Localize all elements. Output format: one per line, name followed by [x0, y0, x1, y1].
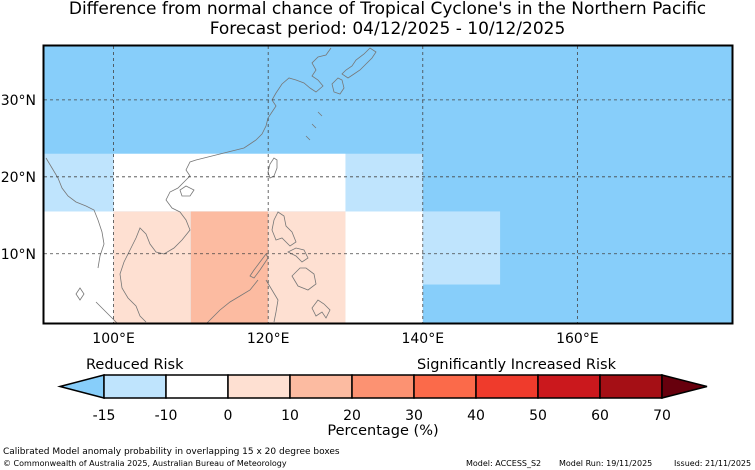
probability-cells: [44, 46, 732, 323]
colorbar-tick-labels: -15 -10 0 10 20 30 40 50 60 70: [93, 408, 671, 424]
probability-cell-4: [190, 211, 269, 323]
probability-cell-3: [113, 211, 191, 323]
ryukyu-islands: [305, 111, 323, 141]
lat-label-10: 10°N: [1, 247, 36, 263]
forecast-period: Forecast period: 04/12/2025 - 10/12/2025: [209, 19, 566, 39]
colorbar-segment-3: [289, 374, 353, 399]
graticule: [44, 46, 732, 323]
colorbar-extend-high: [661, 374, 708, 399]
probability-cell-5: [268, 211, 346, 323]
reduced-risk-label: Reduced Risk: [86, 357, 184, 373]
lat-label-20: 20°N: [1, 170, 36, 186]
longitude-tick-labels: 100°E 120°E 140°E 160°E: [92, 331, 598, 347]
probability-cell-0: [44, 153, 114, 212]
footer-model: Model: ACCESS_S2: [466, 459, 542, 468]
colorbar-segment-0: [103, 374, 167, 399]
japan-coastline: [341, 47, 377, 79]
latitude-tick-labels: 10°N 20°N 30°N: [1, 93, 36, 263]
colorbar-tick-7: 50: [529, 408, 547, 424]
increased-risk-label: Significantly Increased Risk: [417, 357, 616, 373]
colorbar-tick-6: 40: [467, 408, 485, 424]
andaman-coastline: [75, 287, 85, 301]
myanmar-coastline: [45, 157, 105, 269]
probability-cell-1: [44, 211, 114, 323]
colorbar-tick-4: 20: [343, 408, 361, 424]
colorbar-label: Percentage (%): [327, 423, 438, 439]
sulawesi-coastline: [311, 299, 331, 319]
probability-cell-8: [422, 211, 501, 285]
colorbar-segment-5: [413, 374, 477, 399]
palawan-coastline: [249, 253, 269, 279]
map-title: Difference from normal chance of Tropica…: [68, 0, 707, 19]
lon-label-140: 140°E: [401, 331, 444, 347]
lon-label-100: 100°E: [92, 331, 135, 347]
visayas-coastline: [287, 247, 309, 263]
probability-cell-6: [345, 153, 423, 212]
colorbar-tick-1: -10: [155, 408, 178, 424]
colorbar-segment-1: [165, 374, 229, 399]
footer-issued: Issued: 21/11/2025: [674, 459, 752, 468]
colorbar-tick-9: 70: [653, 408, 671, 424]
footer-model-run: Model Run: 19/11/2025: [559, 459, 653, 468]
asia-coastline: [119, 47, 332, 323]
borneo-coastline: [205, 279, 279, 325]
colorbar-tick-3: 10: [281, 408, 299, 424]
colorbar-tick-8: 60: [591, 408, 609, 424]
lon-label-160: 160°E: [556, 331, 599, 347]
luzon-coastline: [271, 211, 297, 247]
colorbar-tick-2: 0: [224, 408, 233, 424]
footer-copyright: © Commonwealth of Australia 2025, Austra…: [3, 459, 287, 468]
lon-label-120: 120°E: [247, 331, 290, 347]
map-frame: [42, 44, 734, 325]
lat-label-30: 30°N: [1, 93, 36, 109]
colorbar-segment-7: [537, 374, 601, 399]
colorbar-tick-5: 30: [405, 408, 423, 424]
colorbar-segment-4: [351, 374, 415, 399]
probability-cell-2: [113, 153, 346, 212]
colorbar: [57, 374, 708, 399]
colorbar-tick-0: -15: [93, 408, 116, 424]
hainan-coastline: [179, 185, 195, 197]
sumatra-coastline: [95, 301, 119, 325]
probability-cell-7: [345, 211, 423, 323]
mindanao-coastline: [291, 267, 317, 291]
kyushu-coastline: [331, 77, 345, 95]
colorbar-segment-2: [227, 374, 291, 399]
colorbar-extend-low: [57, 374, 105, 399]
footer-note: Calibrated Model anomaly probability in …: [3, 447, 340, 457]
coastline: [45, 47, 377, 325]
colorbar-segment-8: [599, 374, 663, 399]
colorbar-segment-6: [475, 374, 539, 399]
